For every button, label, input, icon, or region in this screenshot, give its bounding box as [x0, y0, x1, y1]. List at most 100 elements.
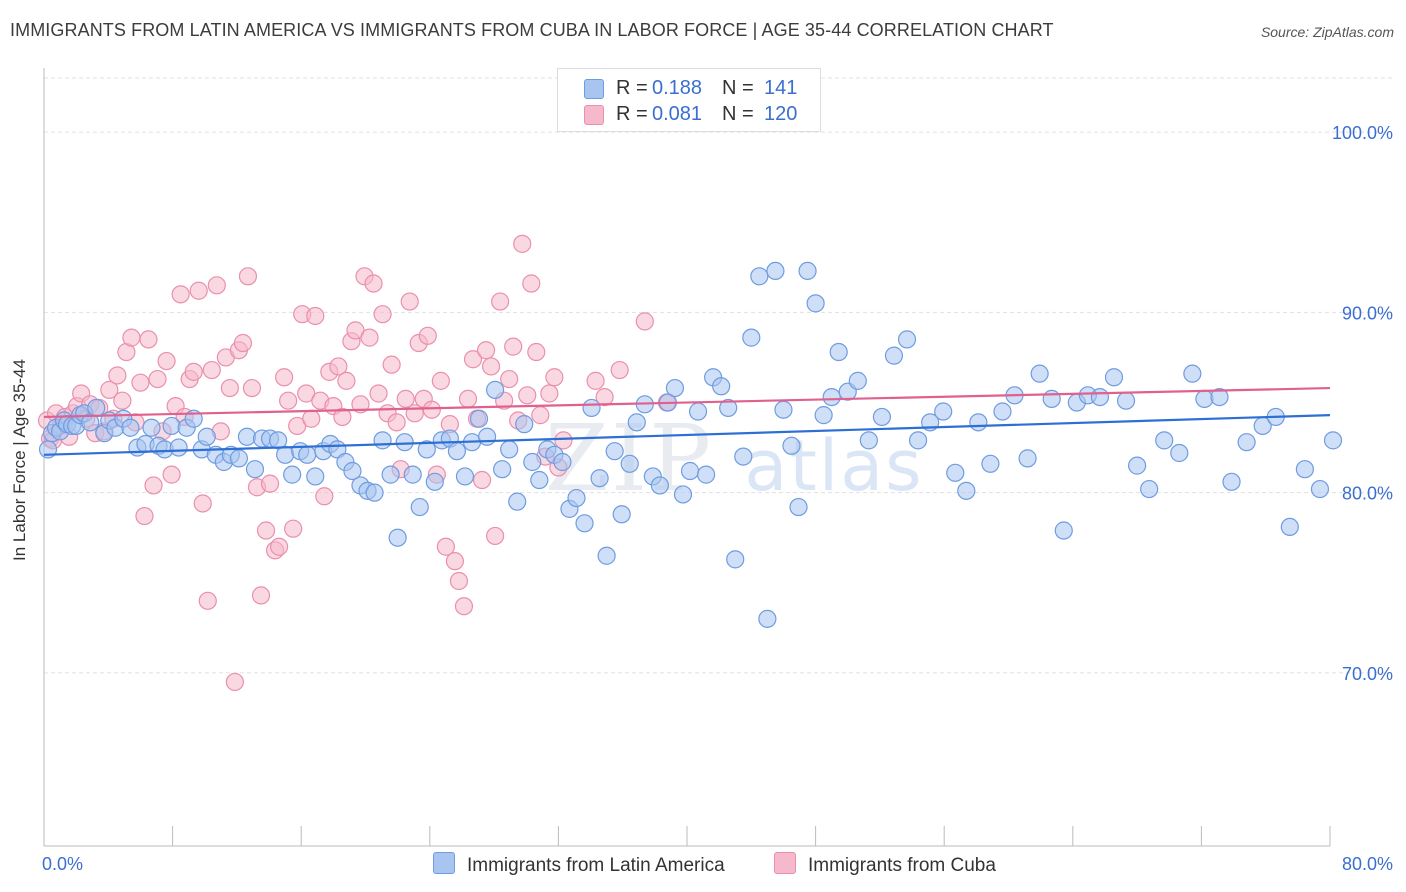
data-point-latin-america — [680, 461, 700, 481]
data-point-latin-america — [1280, 517, 1299, 537]
data-point-cuba — [279, 391, 298, 410]
data-point-latin-america — [957, 481, 976, 500]
data-point-latin-america — [1104, 368, 1124, 387]
data-point-latin-america — [365, 483, 384, 502]
data-point-latin-america — [417, 440, 436, 459]
data-point-latin-america — [1127, 456, 1147, 475]
data-point-latin-america — [1030, 364, 1049, 383]
data-point-cuba — [315, 487, 334, 506]
data-point-cuba — [364, 274, 383, 293]
data-point-latin-america — [169, 438, 188, 457]
data-point-cuba — [135, 506, 154, 526]
data-point-latin-america — [590, 469, 609, 488]
legend-swatch-blue — [584, 79, 604, 99]
data-point-latin-america — [388, 528, 407, 547]
data-point-latin-america — [758, 609, 777, 628]
chart-title: IMMIGRANTS FROM LATIN AMERICA VS IMMIGRA… — [10, 20, 1054, 40]
data-point-latin-america — [712, 377, 731, 396]
legend-n-label: N = — [722, 77, 754, 99]
data-point-cuba — [635, 312, 654, 331]
data-point-latin-america — [859, 431, 878, 450]
data-point-latin-america — [268, 431, 288, 450]
data-point-cuba — [454, 597, 474, 616]
data-point-latin-america — [946, 463, 965, 482]
data-point-latin-america — [1090, 387, 1110, 407]
bottom-legend-swatch-blue — [433, 852, 455, 874]
data-point-cuba — [527, 342, 546, 362]
data-point-latin-america — [1170, 443, 1189, 463]
data-point-cuba — [122, 328, 141, 347]
data-point-cuba — [225, 672, 244, 692]
data-point-latin-america — [142, 418, 161, 437]
data-point-latin-america — [500, 440, 519, 459]
data-point-latin-america — [734, 447, 753, 466]
data-point-latin-america — [696, 465, 716, 484]
data-point-latin-america — [493, 460, 512, 479]
data-point-cuba — [131, 373, 150, 392]
data-point-latin-america — [750, 267, 769, 286]
data-point-latin-america — [829, 342, 848, 362]
data-point-cuba — [531, 406, 550, 425]
data-point-cuba — [251, 586, 271, 605]
data-point-cuba — [242, 378, 262, 398]
data-point-latin-america — [508, 492, 527, 511]
data-point-latin-america — [627, 413, 646, 432]
data-point-cuba — [522, 274, 541, 293]
data-point-latin-america — [1116, 391, 1136, 410]
data-point-latin-america — [1323, 431, 1343, 450]
data-point-cuba — [171, 285, 190, 304]
data-point-latin-america — [229, 449, 249, 468]
data-point-cuba — [445, 552, 465, 571]
data-point-latin-america — [283, 465, 302, 484]
x-tick-label-min: 0.0% — [42, 854, 83, 874]
legend-r-label: R = — [616, 77, 648, 99]
data-point-latin-america — [477, 427, 497, 446]
y-axis-label: In Labor Force | Age 35-44 — [10, 359, 29, 561]
data-point-latin-america — [597, 546, 616, 565]
data-point-cuba — [220, 378, 239, 398]
data-point-latin-america — [1042, 389, 1061, 409]
data-point-cuba — [400, 292, 419, 311]
data-point-latin-america — [469, 409, 489, 428]
data-point-latin-america — [884, 346, 904, 365]
data-point-latin-america — [650, 476, 669, 495]
data-point-cuba — [108, 366, 127, 385]
data-point-latin-america — [1210, 387, 1229, 407]
data-point-cuba — [284, 519, 303, 538]
data-point-latin-america — [121, 418, 140, 437]
data-point-latin-america — [87, 398, 106, 418]
data-point-cuba — [260, 474, 280, 493]
data-point-cuba — [100, 380, 119, 399]
data-point-cuba — [302, 409, 321, 428]
data-point-latin-america — [605, 442, 624, 461]
data-point-latin-america — [1018, 449, 1037, 468]
data-point-cuba — [418, 326, 437, 345]
data-point-latin-america — [1155, 431, 1174, 450]
bottom-legend-label: Immigrants from Cuba — [808, 855, 996, 876]
data-point-cuba — [193, 494, 212, 513]
correlation-legend: R = 0.188 N = 141 R = 0.081 N = 120 — [557, 68, 821, 132]
data-point-cuba — [369, 384, 388, 403]
data-point-latin-america — [822, 387, 841, 407]
data-point-cuba — [491, 292, 510, 311]
data-point-cuba — [586, 371, 605, 390]
data-point-latin-america — [1295, 460, 1314, 479]
data-point-latin-america — [343, 461, 362, 481]
data-point-cuba — [476, 341, 496, 360]
legend-n-value: 141 — [764, 77, 798, 99]
data-point-cuba — [148, 369, 167, 389]
data-point-latin-america — [1237, 433, 1256, 452]
x-tick-label-max: 80.0% — [1342, 854, 1393, 874]
data-point-cuba — [504, 337, 523, 356]
data-point-cuba — [207, 276, 226, 295]
data-point-latin-america — [981, 454, 1000, 473]
data-point-cuba — [472, 470, 492, 490]
y-tick-label: 100.0% — [1332, 123, 1393, 143]
data-point-latin-america — [575, 514, 594, 533]
data-point-cuba — [513, 234, 532, 253]
data-point-cuba — [198, 591, 217, 610]
data-point-latin-america — [410, 497, 429, 517]
data-point-cuba — [431, 371, 450, 390]
data-point-latin-america — [1310, 479, 1330, 499]
